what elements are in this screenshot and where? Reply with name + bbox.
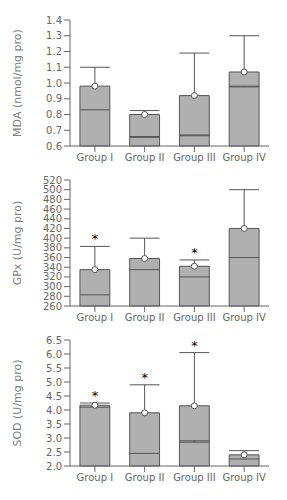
svg-text:Group IV: Group IV [222, 472, 266, 483]
svg-text:380: 380 [43, 242, 62, 253]
svg-text:Group II: Group II [125, 312, 165, 323]
svg-text:Group I: Group I [77, 472, 114, 483]
svg-text:1.0: 1.0 [46, 78, 62, 89]
svg-text:1.2: 1.2 [46, 46, 62, 57]
svg-text:Group III: Group III [173, 152, 215, 163]
svg-text:GPx (U/mg pro): GPx (U/mg pro) [11, 201, 24, 286]
svg-text:0.9: 0.9 [46, 93, 62, 104]
svg-text:260: 260 [43, 301, 62, 312]
svg-text:4.0: 4.0 [46, 405, 62, 416]
svg-text:0.7: 0.7 [46, 125, 62, 136]
svg-text:MDA (nmol/mg pro): MDA (nmol/mg pro) [11, 29, 24, 137]
svg-text:1.3: 1.3 [46, 30, 62, 41]
svg-text:340: 340 [43, 262, 62, 273]
svg-text:480: 480 [43, 194, 62, 205]
svg-text:Group II: Group II [125, 472, 165, 483]
svg-text:280: 280 [43, 291, 62, 302]
svg-text:5.0: 5.0 [46, 377, 62, 388]
svg-text:4.5: 4.5 [46, 391, 62, 402]
svg-text:*: * [141, 370, 148, 385]
svg-text:460: 460 [43, 204, 62, 215]
svg-text:Group IV: Group IV [222, 152, 266, 163]
svg-text:SOD (U/mg pro): SOD (U/mg pro) [11, 359, 24, 446]
svg-text:5.5: 5.5 [46, 363, 62, 374]
svg-text:1.1: 1.1 [46, 62, 62, 73]
svg-text:6.0: 6.0 [46, 349, 62, 360]
svg-text:520: 520 [43, 175, 62, 186]
svg-text:440: 440 [43, 213, 62, 224]
svg-text:*: * [92, 388, 99, 403]
svg-text:Group III: Group III [173, 472, 215, 483]
svg-text:Group I: Group I [77, 152, 114, 163]
svg-text:3.0: 3.0 [46, 433, 62, 444]
svg-text:*: * [191, 340, 198, 353]
svg-text:420: 420 [43, 223, 62, 234]
svg-text:1.4: 1.4 [46, 15, 62, 26]
svg-text:400: 400 [43, 233, 62, 244]
svg-text:2.5: 2.5 [46, 447, 62, 458]
svg-text:*: * [92, 231, 99, 246]
svg-text:320: 320 [43, 271, 62, 282]
svg-text:300: 300 [43, 281, 62, 292]
svg-text:500: 500 [43, 184, 62, 195]
svg-text:Group I: Group I [77, 312, 114, 323]
svg-text:0.8: 0.8 [46, 109, 62, 120]
svg-text:Group III: Group III [173, 312, 215, 323]
svg-text:6.5: 6.5 [46, 335, 62, 346]
svg-text:Group II: Group II [125, 152, 165, 163]
svg-text:2.0: 2.0 [46, 461, 62, 472]
svg-text:0.6: 0.6 [46, 141, 62, 152]
svg-text:*: * [191, 245, 198, 260]
svg-text:Group IV: Group IV [222, 312, 266, 323]
svg-text:3.5: 3.5 [46, 419, 62, 430]
svg-text:360: 360 [43, 252, 62, 263]
